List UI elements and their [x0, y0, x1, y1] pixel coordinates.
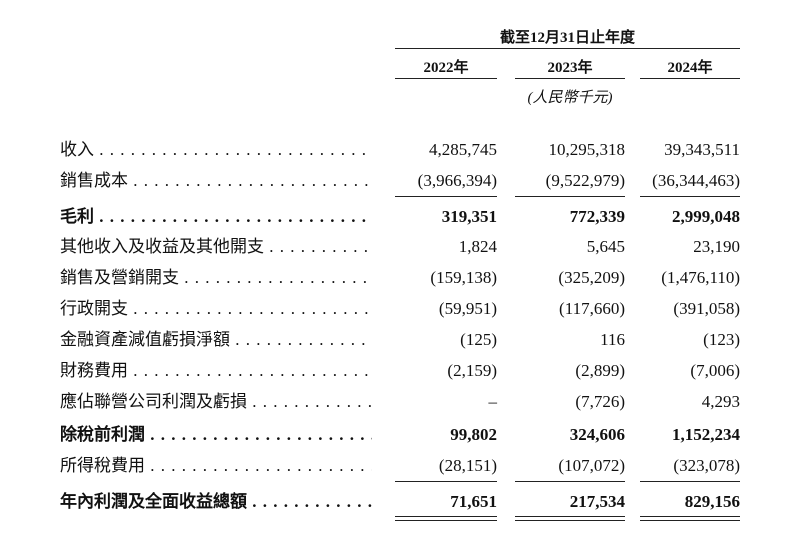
- rule: [640, 196, 740, 197]
- cell-value: (323,078): [673, 456, 740, 475]
- cell-value: (9,522,979): [545, 171, 625, 190]
- row-label: 收入: [60, 140, 372, 160]
- cell-value: 829,156: [684, 492, 740, 511]
- double-rule: [640, 516, 740, 517]
- double-rule: [395, 520, 497, 521]
- cell-value: –: [488, 392, 498, 411]
- cell-value: (123): [703, 330, 740, 349]
- rule: [395, 196, 497, 197]
- cell-value: (7,726): [575, 392, 625, 411]
- row-label: 行政開支: [60, 299, 372, 319]
- cell-value: (36,344,463): [652, 171, 740, 190]
- rule: [515, 196, 625, 197]
- cell-value: 2,999,048: [672, 207, 740, 226]
- cell-value: (2,159): [447, 361, 497, 380]
- double-rule: [395, 516, 497, 517]
- cell-value: (7,006): [690, 361, 740, 380]
- cell-value: (2,899): [575, 361, 625, 380]
- unit: (人民幣千元): [527, 90, 613, 106]
- cell-value: 99,802: [450, 425, 497, 444]
- row-label: 除稅前利潤: [60, 425, 372, 445]
- cell-value: (107,072): [558, 456, 625, 475]
- row-label: 年內利潤及全面收益總額: [60, 492, 372, 512]
- cell-value: (117,660): [559, 299, 625, 318]
- period-header: 截至12月31日止年度: [499, 30, 635, 46]
- cell-value: 71,651: [450, 492, 497, 511]
- cell-value: 324,606: [569, 425, 625, 444]
- row-label: 毛利: [60, 207, 372, 227]
- cell-value: (3,966,394): [417, 171, 497, 190]
- cell-value: 4,293: [701, 392, 740, 411]
- row-label: 財務費用: [60, 361, 372, 381]
- rule: [395, 481, 497, 482]
- cell-value: 5,645: [586, 237, 625, 256]
- rule: [515, 481, 625, 482]
- row-label: 其他收入及收益及其他開支: [60, 237, 372, 257]
- cell-value: 23,190: [693, 237, 740, 256]
- cell-value: (125): [460, 330, 497, 349]
- cell-value: 319,351: [441, 207, 497, 226]
- cell-value: 217,534: [569, 492, 625, 511]
- double-rule: [515, 520, 625, 521]
- cell-value: 39,343,511: [664, 140, 740, 159]
- cell-value: 4,285,745: [429, 140, 497, 159]
- cell-value: (159,138): [430, 268, 497, 287]
- rule: [640, 78, 740, 79]
- cell-value: 1,152,234: [672, 425, 740, 444]
- cell-value: (59,951): [438, 299, 497, 318]
- cell-value: (28,151): [438, 456, 497, 475]
- column-header: 2023年: [547, 60, 593, 76]
- cell-value: 772,339: [569, 207, 625, 226]
- cell-value: (325,209): [558, 268, 625, 287]
- cell-value: (391,058): [673, 299, 740, 318]
- double-rule: [640, 520, 740, 521]
- double-rule: [515, 516, 625, 517]
- cell-value: 10,295,318: [548, 140, 626, 159]
- row-label: 金融資產減值虧損淨額: [60, 330, 372, 350]
- column-header: 2022年: [423, 60, 469, 76]
- rule: [395, 78, 497, 79]
- cell-value: 1,824: [458, 237, 497, 256]
- row-label: 應佔聯營公司利潤及虧損: [60, 392, 372, 412]
- row-label: 銷售成本: [60, 171, 372, 191]
- cell-value: (1,476,110): [661, 268, 740, 287]
- rule: [395, 48, 740, 49]
- row-label: 所得稅費用: [60, 456, 372, 476]
- column-header: 2024年: [667, 60, 713, 76]
- row-label: 銷售及營銷開支: [60, 268, 372, 288]
- rule: [640, 481, 740, 482]
- rule: [515, 78, 625, 79]
- cell-value: 116: [600, 330, 625, 349]
